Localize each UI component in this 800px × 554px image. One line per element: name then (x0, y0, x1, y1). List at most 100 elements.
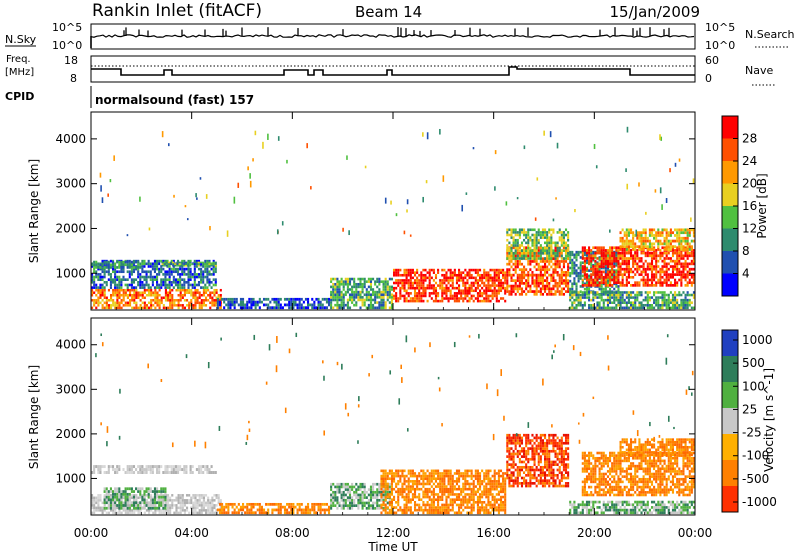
heatmap-cell (539, 246, 542, 250)
heatmap-cell (327, 300, 331, 304)
heatmap-cell (432, 299, 435, 303)
heatmap-cell (132, 267, 136, 271)
heatmap-cell (411, 276, 414, 280)
heatmap-cell (625, 234, 628, 237)
heatmap-cell (202, 278, 205, 282)
heatmap-cell (235, 300, 238, 304)
heatmap-cell (367, 293, 370, 297)
heatmap-cell (560, 292, 563, 296)
heatmap-cell (162, 278, 165, 282)
heatmap-cell (629, 249, 633, 252)
heatmap-cell (202, 496, 205, 500)
heatmap-cell (506, 254, 509, 258)
heatmap-cell (206, 468, 209, 472)
heatmap-cell (443, 292, 446, 295)
heatmap-cell (103, 281, 106, 284)
heatmap-cell (214, 267, 217, 271)
heatmap-cell (458, 268, 461, 272)
heatmap-cell (502, 286, 505, 290)
heatmap-cell (111, 501, 115, 505)
heatmap-cell (657, 239, 660, 243)
heatmap-cell (690, 262, 693, 266)
heatmap-cell (131, 511, 134, 515)
heatmap-cell (355, 288, 358, 291)
heatmap-cell (592, 306, 595, 310)
heatmap-cell (210, 263, 213, 265)
heatmap-cell (376, 306, 379, 310)
heatmap-cell (621, 251, 624, 255)
heatmap-cell (164, 511, 167, 515)
heatmap-cell (661, 298, 664, 302)
heatmap-cell (105, 490, 108, 493)
heatmap-cell (627, 251, 630, 255)
heatmap-cell (149, 490, 152, 493)
heatmap-cell (556, 249, 559, 252)
heatmap-cell (525, 281, 528, 285)
heatmap-cell (426, 286, 429, 290)
heatmap-cell (158, 495, 161, 499)
heatmap-cell (636, 284, 639, 287)
heatmap-cell (380, 303, 383, 307)
heatmap-cell (567, 238, 570, 242)
heatmap-cell (525, 233, 528, 237)
heatmap-cell (307, 508, 310, 512)
heatmap-cell (279, 303, 282, 307)
heatmap-point (574, 209, 576, 213)
heatmap-cell (351, 296, 354, 299)
heatmap-cell (231, 505, 234, 509)
heatmap-cell (363, 496, 366, 499)
heatmap-cell (111, 265, 115, 268)
heatmap-cell (103, 495, 106, 499)
heatmap-cell (632, 296, 635, 299)
heatmap-point (173, 194, 175, 198)
heatmap-cell (539, 231, 542, 234)
heatmap-cell (669, 231, 672, 235)
heatmap-cell (663, 262, 666, 266)
heatmap-cell (552, 292, 555, 296)
heatmap-cell (194, 299, 197, 302)
heatmap-cell (256, 300, 259, 304)
heatmap-cell (604, 269, 607, 272)
heatmap-cell (271, 502, 274, 506)
heatmap-cell (147, 270, 150, 274)
heatmap-point (205, 194, 208, 199)
heatmap-cell (657, 298, 660, 302)
heatmap-cell (386, 285, 389, 289)
heatmap-point (196, 197, 198, 200)
heatmap-cell (407, 284, 410, 287)
heatmap-cell (124, 263, 127, 267)
heatmap-cell (575, 287, 578, 291)
heatmap-cell (640, 301, 643, 304)
heatmap-cell (512, 279, 515, 282)
heatmap-cell (483, 289, 486, 293)
heatmap-cell (158, 509, 161, 512)
heatmap-cell (208, 270, 211, 274)
heatmap-cell (560, 238, 563, 242)
heatmap-cell (504, 271, 507, 274)
heatmap-cell (145, 471, 148, 474)
heatmap-cell (596, 275, 599, 279)
heatmap-cell (525, 236, 528, 239)
heatmap-cell (682, 245, 685, 249)
heatmap-cell (661, 296, 664, 299)
heatmap-cell (661, 284, 664, 287)
heatmap-cell (141, 293, 144, 297)
heatmap-cell (91, 281, 94, 284)
heatmap-cell (659, 231, 662, 235)
heatmap-cell (302, 306, 305, 310)
heatmap-cell (164, 506, 167, 510)
heatmap-cell (149, 471, 152, 474)
heatmap-cell (588, 277, 591, 280)
heatmap-cell (351, 488, 354, 491)
heatmap-cell (604, 251, 607, 255)
heatmap-cell (218, 508, 222, 512)
heatmap-cell (171, 304, 174, 307)
heatmap-cell (166, 496, 170, 500)
heatmap-cell (640, 303, 643, 307)
heatmap-cell (210, 267, 213, 271)
heatmap-cell (156, 509, 159, 512)
heatmap-cell (650, 284, 654, 287)
heatmap-cell (464, 276, 467, 280)
heatmap-cell (531, 271, 534, 274)
